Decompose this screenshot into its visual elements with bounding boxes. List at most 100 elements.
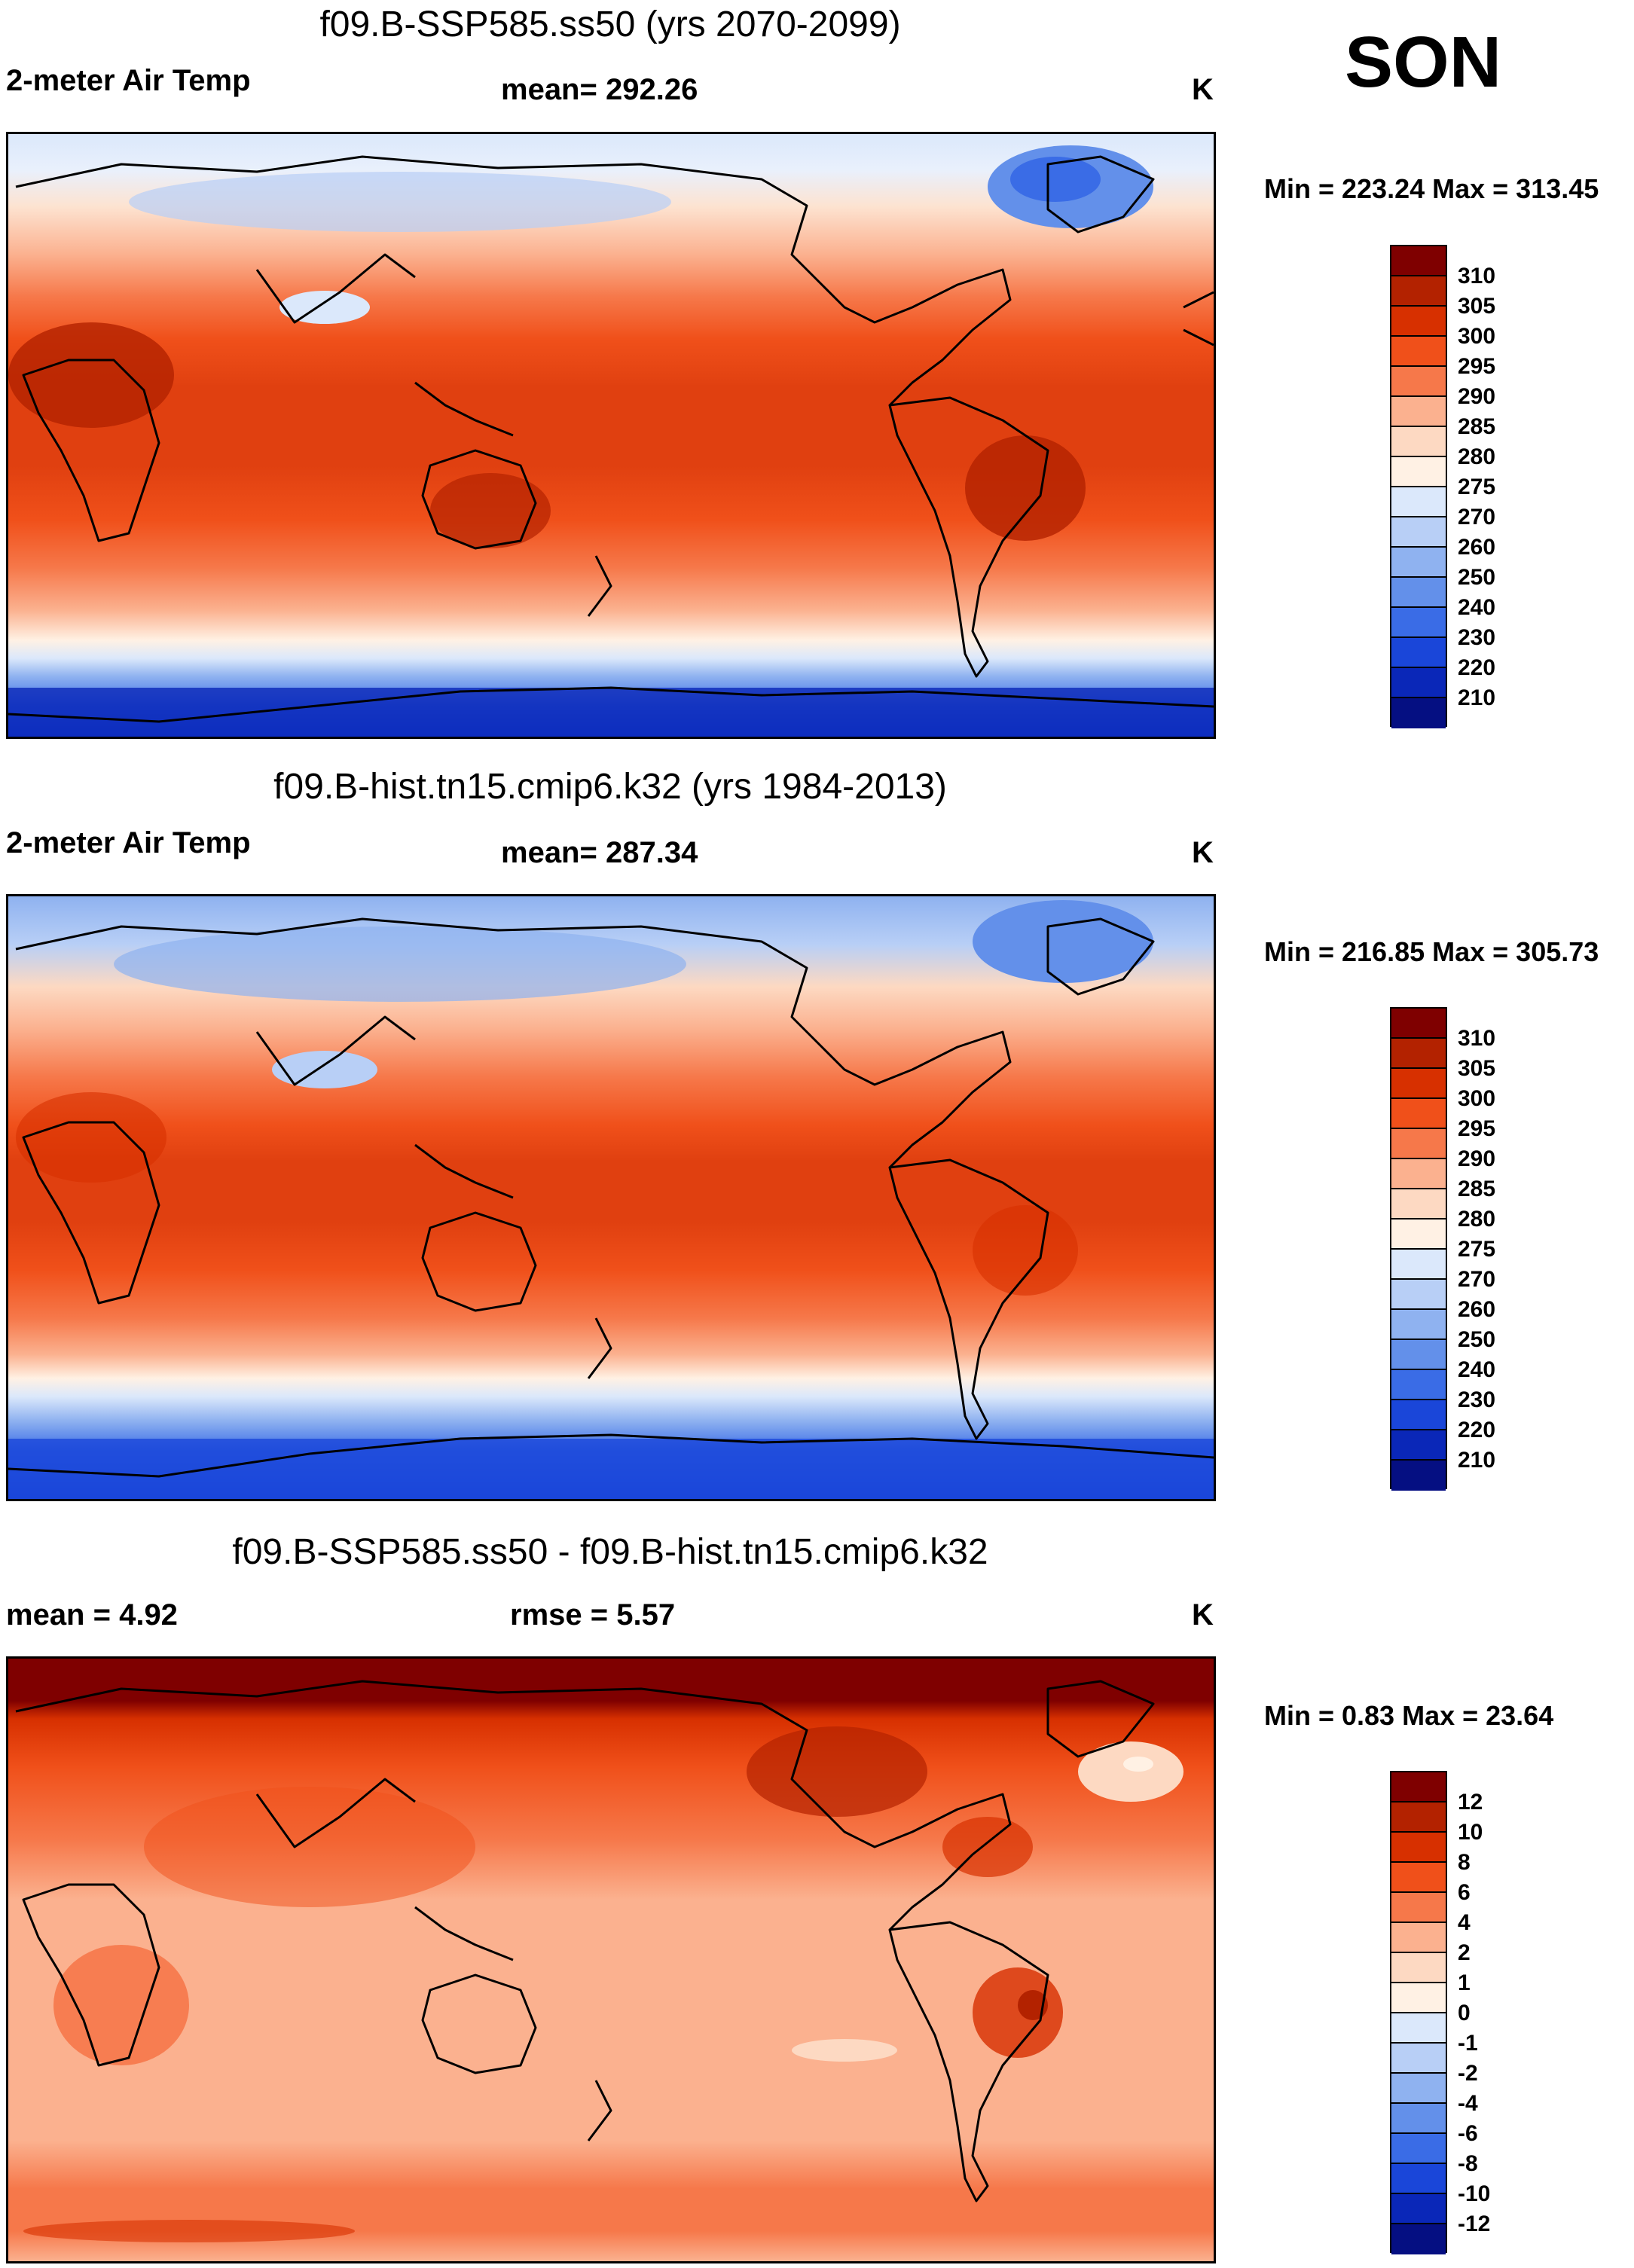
colorbar-3-box (1391, 2104, 1446, 2134)
panel-3-units: K (1192, 1598, 1214, 1632)
colorbar-3-box (1391, 1772, 1446, 1802)
colorbar-3-tick: 2 (1458, 1940, 1471, 1965)
colorbar-2-box (1391, 1159, 1446, 1189)
colorbar-3-tick: -8 (1458, 2151, 1478, 2176)
colorbar-3-tick: 1 (1458, 1970, 1471, 1995)
colorbar-2-tick: 305 (1458, 1056, 1496, 1081)
colorbar-3-box (1391, 1953, 1446, 1983)
colorbar-2-tick: 280 (1458, 1207, 1496, 1232)
colorbar-1-tick: 310 (1458, 264, 1496, 288)
colorbar-3-box (1391, 1893, 1446, 1923)
colorbar-3-tick: -12 (1458, 2212, 1491, 2236)
colorbar-2-box (1391, 1219, 1446, 1250)
colorbar-1-box (1391, 276, 1446, 307)
season-label: SON (1345, 22, 1502, 102)
colorbar-1-tick: 300 (1458, 324, 1496, 349)
panel-2-mean-label: mean= 287.34 (501, 836, 698, 869)
colorbar-2-box (1391, 1400, 1446, 1430)
colorbar-2-box (1391, 1370, 1446, 1400)
colorbar-3-tick: 6 (1458, 1880, 1471, 1905)
colorbar-3-box (1391, 2074, 1446, 2104)
colorbar-1-tick: 305 (1458, 294, 1496, 319)
colorbar-2-box (1391, 1009, 1446, 1039)
colorbar-2-box (1391, 1340, 1446, 1370)
colorbar-3-box (1391, 1863, 1446, 1893)
panel-2-map (6, 894, 1216, 1501)
colorbar-2-tick: 285 (1458, 1177, 1496, 1201)
colorbar-1 (1390, 245, 1447, 728)
colorbar-1-tick: 260 (1458, 535, 1496, 560)
colorbar-3-box (1391, 1983, 1446, 2013)
colorbar-1-tick: 290 (1458, 384, 1496, 409)
colorbar-2-box (1391, 1250, 1446, 1280)
colorbar-3-tick: 10 (1458, 1820, 1483, 1845)
panel-3-rmse-label: rmse = 5.57 (510, 1598, 676, 1632)
colorbar-2-box (1391, 1099, 1446, 1129)
colorbar-1-tick: 230 (1458, 625, 1496, 650)
colorbar-1-tick: 280 (1458, 444, 1496, 469)
colorbar-1-box (1391, 307, 1446, 337)
colorbar-3-box (1391, 1802, 1446, 1833)
colorbar-1-box (1391, 608, 1446, 638)
colorbar-1-box (1391, 638, 1446, 668)
colorbar-2-box (1391, 1189, 1446, 1219)
colorbar-1-tick: 240 (1458, 595, 1496, 620)
colorbar-3-box (1391, 2164, 1446, 2194)
colorbar-1-tick: 270 (1458, 505, 1496, 530)
colorbar-1-box (1391, 668, 1446, 698)
colorbar-2-tick: 290 (1458, 1146, 1496, 1171)
colorbar-3-box (1391, 2044, 1446, 2074)
colorbar-3-box (1391, 2224, 1446, 2254)
colorbar-3-tick: -1 (1458, 2031, 1478, 2056)
panel-2-title: f09.B-hist.tn15.cmip6.k32 (yrs 1984-2013… (273, 767, 947, 807)
colorbar-1-box (1391, 246, 1446, 276)
colorbar-2-box (1391, 1310, 1446, 1340)
colorbar-3-tick: 12 (1458, 1790, 1483, 1815)
colorbar-3-box (1391, 1923, 1446, 1953)
colorbar-2-box (1391, 1129, 1446, 1159)
colorbar-3-tick: -4 (1458, 2091, 1478, 2116)
panel-3-mean-label: mean = 4.92 (6, 1598, 178, 1632)
colorbar-1-tick: 210 (1458, 685, 1496, 710)
panel-2-minmax: Min = 216.85 Max = 305.73 (1264, 936, 1599, 967)
colorbar-2-tick: 300 (1458, 1086, 1496, 1111)
panel-1-units: K (1192, 73, 1214, 106)
colorbar-1-box (1391, 337, 1446, 367)
colorbar-3-tick: 8 (1458, 1850, 1471, 1875)
panel-1-title: f09.B-SSP585.ss50 (yrs 2070-2099) (319, 5, 901, 44)
colorbar-2-box (1391, 1039, 1446, 1069)
colorbar-3-box (1391, 2194, 1446, 2224)
colorbar-1-tick: 285 (1458, 414, 1496, 439)
colorbar-1-tick: 275 (1458, 475, 1496, 499)
colorbar-2-tick: 295 (1458, 1116, 1496, 1141)
colorbar-3 (1390, 1771, 1447, 2254)
colorbar-3-tick: 4 (1458, 1910, 1471, 1935)
panel-3-minmax: Min = 0.83 Max = 23.64 (1264, 1700, 1554, 1731)
colorbar-1-tick: 220 (1458, 655, 1496, 680)
colorbar-1-box (1391, 427, 1446, 457)
colorbar-1-tick: 295 (1458, 354, 1496, 379)
panel-1-minmax: Min = 223.24 Max = 313.45 (1264, 173, 1599, 204)
panel-2-units: K (1192, 836, 1214, 869)
panel-1-left-label: 2-meter Air Temp (6, 64, 251, 97)
colorbar-3-tick: -2 (1458, 2061, 1478, 2086)
colorbar-3-box (1391, 2013, 1446, 2044)
colorbar-2 (1390, 1007, 1447, 1491)
colorbar-1-box (1391, 487, 1446, 517)
panel-3-title: f09.B-SSP585.ss50 - f09.B-hist.tn15.cmip… (232, 1532, 988, 1572)
colorbar-1-box (1391, 397, 1446, 427)
colorbar-2-box (1391, 1069, 1446, 1099)
colorbar-2-box (1391, 1461, 1446, 1491)
colorbar-3-tick: -6 (1458, 2121, 1478, 2146)
colorbar-2-tick: 250 (1458, 1327, 1496, 1352)
panel-3-map (6, 1656, 1216, 2263)
colorbar-2-tick: 260 (1458, 1297, 1496, 1322)
colorbar-1-box (1391, 457, 1446, 487)
colorbar-2-tick: 270 (1458, 1267, 1496, 1292)
colorbar-2-tick: 210 (1458, 1448, 1496, 1473)
colorbar-3-tick: -10 (1458, 2181, 1491, 2206)
colorbar-3-tick: 0 (1458, 2001, 1471, 2025)
panel-1-mean-label: mean= 292.26 (501, 73, 698, 106)
colorbar-1-tick: 250 (1458, 565, 1496, 590)
colorbar-1-box (1391, 578, 1446, 608)
